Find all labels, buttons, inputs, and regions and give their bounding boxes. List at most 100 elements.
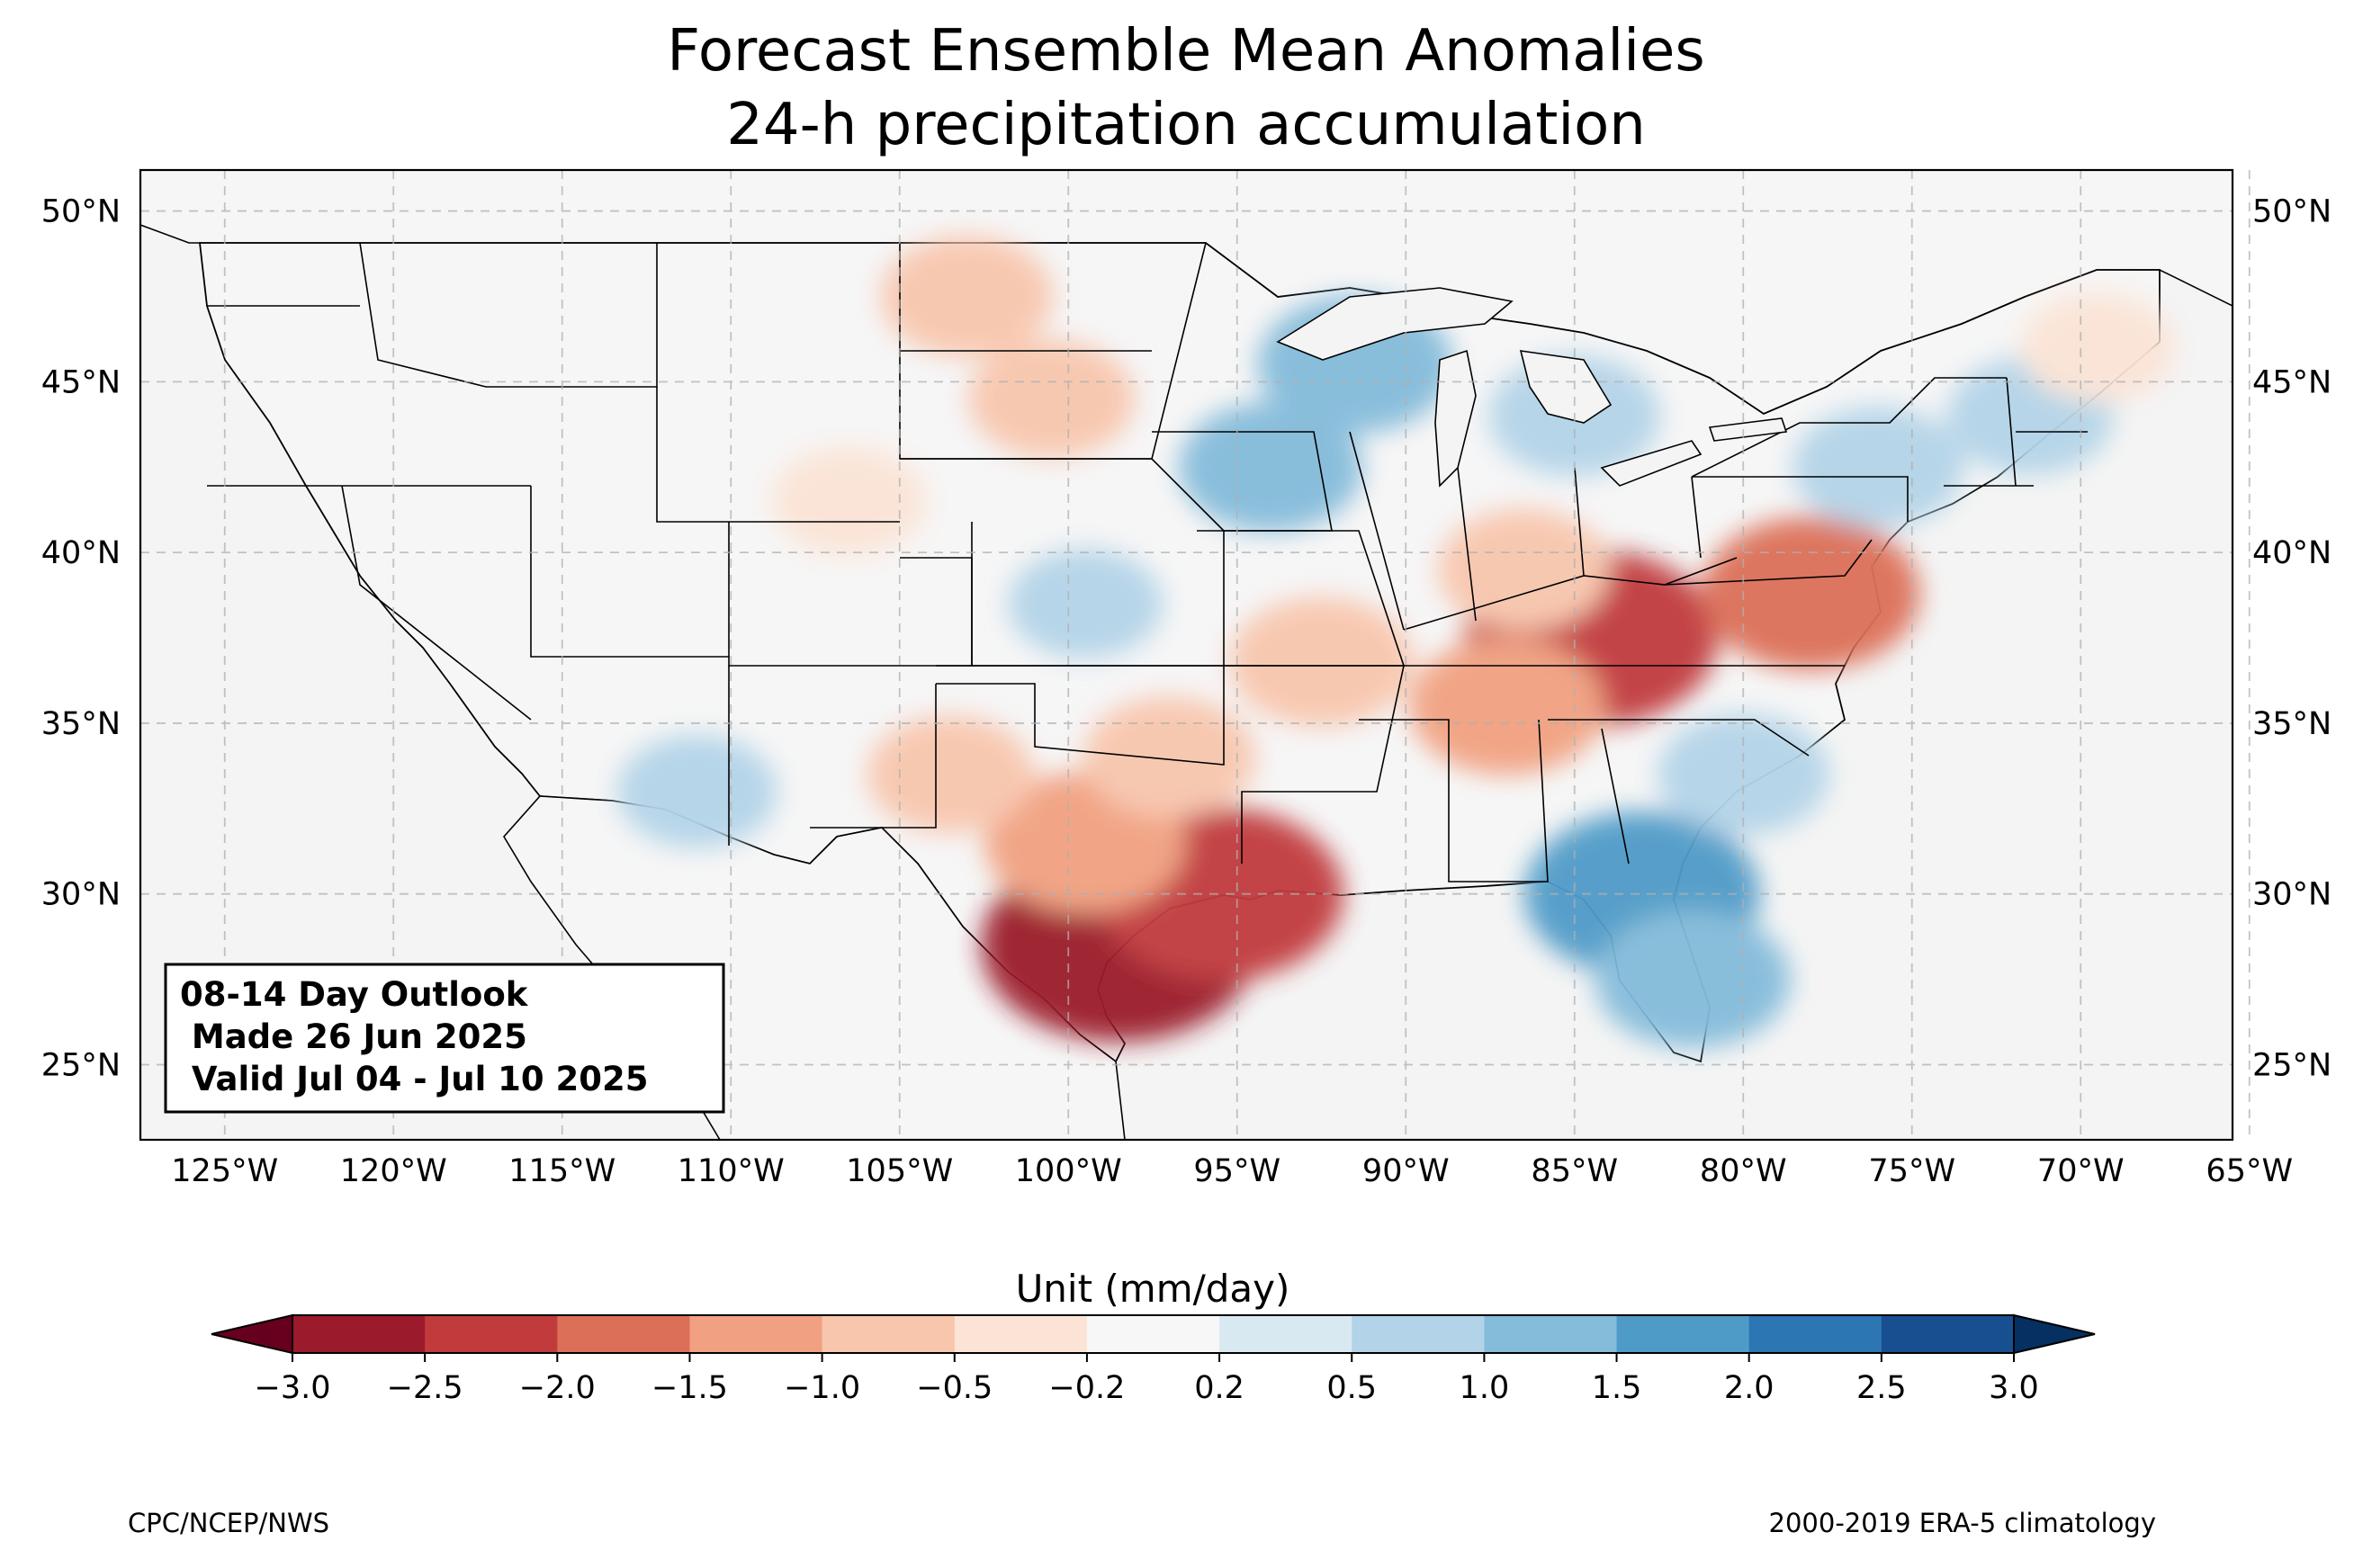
lon-tick-label: 100°W <box>1015 1153 1122 1189</box>
colorbar-tick-label: 3.0 <box>1989 1370 2039 1406</box>
lat-tick-label-left: 40°N <box>41 535 121 571</box>
state-borders <box>207 242 2088 883</box>
lat-tick-label-left: 25°N <box>41 1047 121 1083</box>
lon-tick-label: 85°W <box>1531 1153 1618 1189</box>
outlook-box-frame <box>164 963 725 1114</box>
lat-tick-label-left: 30°N <box>41 877 121 913</box>
lat-tick-label-right: 25°N <box>2252 1047 2332 1083</box>
lat-tick-label-right: 45°N <box>2252 364 2332 400</box>
lon-tick-label: 110°W <box>678 1153 785 1189</box>
anomaly-region-florida-peninsula <box>1595 910 1791 1048</box>
anomaly-region-iowa <box>1179 402 1363 533</box>
colorbar-tick-label: −0.2 <box>1048 1370 1125 1406</box>
colorbar-tick-label: 0.5 <box>1326 1370 1377 1406</box>
lake-superior <box>1276 287 1514 361</box>
border-new-england <box>1944 377 2088 487</box>
colorbar-cell <box>557 1315 690 1353</box>
colorbar-tick-label: −1.0 <box>784 1370 860 1406</box>
lon-tick-label: 90°W <box>1362 1153 1450 1189</box>
map-title-line-1: Forecast Ensemble Mean Anomalies <box>667 18 1705 85</box>
lat-tick-label-right: 40°N <box>2252 535 2332 571</box>
colorbar-label: Unit (mm/day) <box>1016 1267 1290 1311</box>
anomaly-region-south-dakota <box>968 339 1135 458</box>
lon-tick-label: 115°W <box>508 1153 615 1189</box>
colorbar-tick-label: 0.2 <box>1194 1370 1244 1406</box>
lat-tick-label-right: 30°N <box>2252 877 2332 913</box>
colorbar-ticks: −3.0 −2.5 −2.0 −1.5 −1.0 −0.5 −0.2 0.2 0.5 1.0 1.5… <box>255 1353 2039 1406</box>
outlook-made-date: Made 26 Jun 2025 <box>180 1017 527 1056</box>
colorbar-tick-label: −2.5 <box>387 1370 463 1406</box>
colorbar-cell <box>1352 1315 1485 1353</box>
border-wyoming <box>656 387 900 523</box>
lat-tick-label-left: 45°N <box>41 364 121 400</box>
lon-tick-label: 105°W <box>846 1153 953 1189</box>
colorbar-tick-label: 2.0 <box>1724 1370 1775 1406</box>
outlook-valid-range: Valid Jul 04 - Jul 10 2025 <box>180 1060 649 1098</box>
anomaly-region-north-texas-oklahoma <box>1083 696 1256 819</box>
border-mississippi-alabama <box>1359 719 1549 883</box>
colorbar-extend-high <box>2013 1313 2096 1355</box>
anomaly-region-arizona <box>616 734 777 849</box>
lon-tick-label: 75°W <box>1868 1153 1955 1189</box>
colorbar-cell <box>1219 1315 1352 1353</box>
lake-michigan <box>1434 349 1477 488</box>
lat-tick-label-left: 50°N <box>41 194 121 230</box>
anomaly-region-virginia-maryland <box>1702 516 1920 670</box>
anomaly-region-indiana-ohio <box>1437 508 1611 631</box>
border-georgia-carolinas <box>1548 719 1810 865</box>
border-illinois-indiana <box>1349 431 1585 631</box>
latitude-labels-right: 50°N 45°N 40°N 35°N 30°N 25°N <box>2252 194 2332 1084</box>
border-arkansas-louisiana <box>1224 665 1405 864</box>
footer-source: CPC/NCEP/NWS <box>128 1508 330 1538</box>
lat-tick-label-right: 35°N <box>2252 706 2332 742</box>
lon-tick-label: 125°W <box>171 1153 278 1189</box>
colorbar-tick-label: −3.0 <box>255 1370 331 1406</box>
lake-erie <box>1600 440 1703 487</box>
colorbar-tick-label: −0.5 <box>916 1370 993 1406</box>
border-arizona-utah <box>530 486 729 658</box>
border-oklahoma <box>936 665 1225 766</box>
footer-climatology: 2000-2019 ERA-5 climatology <box>1768 1508 2156 1538</box>
anomaly-region-new-york-pennsylvania <box>1792 406 1964 528</box>
great-lakes <box>1276 287 1788 488</box>
lon-tick-label: 120°W <box>340 1153 447 1189</box>
lon-tick-label: 80°W <box>1700 1153 1787 1189</box>
lon-tick-label: 95°W <box>1193 1153 1280 1189</box>
lat-tick-label-right: 50°N <box>2252 194 2332 230</box>
longitude-labels: 125°W 120°W 115°W 110°W 105°W 100°W 95°W 90°W 85… <box>171 1153 2293 1189</box>
colorbar-cell <box>1881 1315 2015 1353</box>
outlook-type: 08-14 Day Outlook <box>180 975 529 1014</box>
anomaly-region-montana-dakotas <box>881 235 1054 358</box>
colorbar-tick-label: −1.5 <box>651 1370 728 1406</box>
colorbar-outline <box>292 1314 2015 1354</box>
colorbar-cell <box>822 1315 956 1353</box>
colorbar: Unit (mm/day) −3.0 −2.5 −2.0 −1.5 −1.0 −0.5 −0… <box>211 1267 2096 1406</box>
map-title-line-2: 24-h precipitation accumulation <box>726 92 1646 158</box>
map-frame <box>139 168 2234 1142</box>
colorbar-extend-low <box>211 1313 293 1355</box>
anomaly-region-kansas <box>1008 549 1163 659</box>
colorbar-tick-label: −2.0 <box>519 1370 596 1406</box>
anomaly-region-tennessee-valley <box>1409 637 1605 775</box>
anomaly-region-maine <box>2020 292 2175 403</box>
border-kentucky <box>1403 557 1738 631</box>
border-texas <box>810 684 937 829</box>
lat-tick-label-left: 35°N <box>41 706 121 742</box>
latitude-labels-left: 50°N 45°N 40°N 35°N 30°N 25°N <box>41 194 121 1084</box>
colorbar-cell <box>954 1315 1088 1353</box>
lake-huron <box>1519 350 1613 424</box>
anomaly-fill-layer <box>616 235 2175 1048</box>
border-montana-idaho <box>359 242 658 388</box>
colorbar-cell <box>1748 1315 1882 1353</box>
colorbar-cell <box>1086 1315 1220 1353</box>
colorbar-tick-label: 1.0 <box>1460 1370 1510 1406</box>
anomaly-region-new-mexico-texas-border <box>867 715 1034 834</box>
border-nevada-california <box>207 485 532 721</box>
colorbar-tick-label: 2.5 <box>1856 1370 1907 1406</box>
anomaly-region-missouri-arkansas <box>1229 596 1414 727</box>
colorbar-tick-label: 1.5 <box>1592 1370 1642 1406</box>
colorbar-cells <box>211 1313 2096 1355</box>
lake-ontario <box>1708 417 1788 442</box>
border-new-york <box>1691 377 2007 478</box>
